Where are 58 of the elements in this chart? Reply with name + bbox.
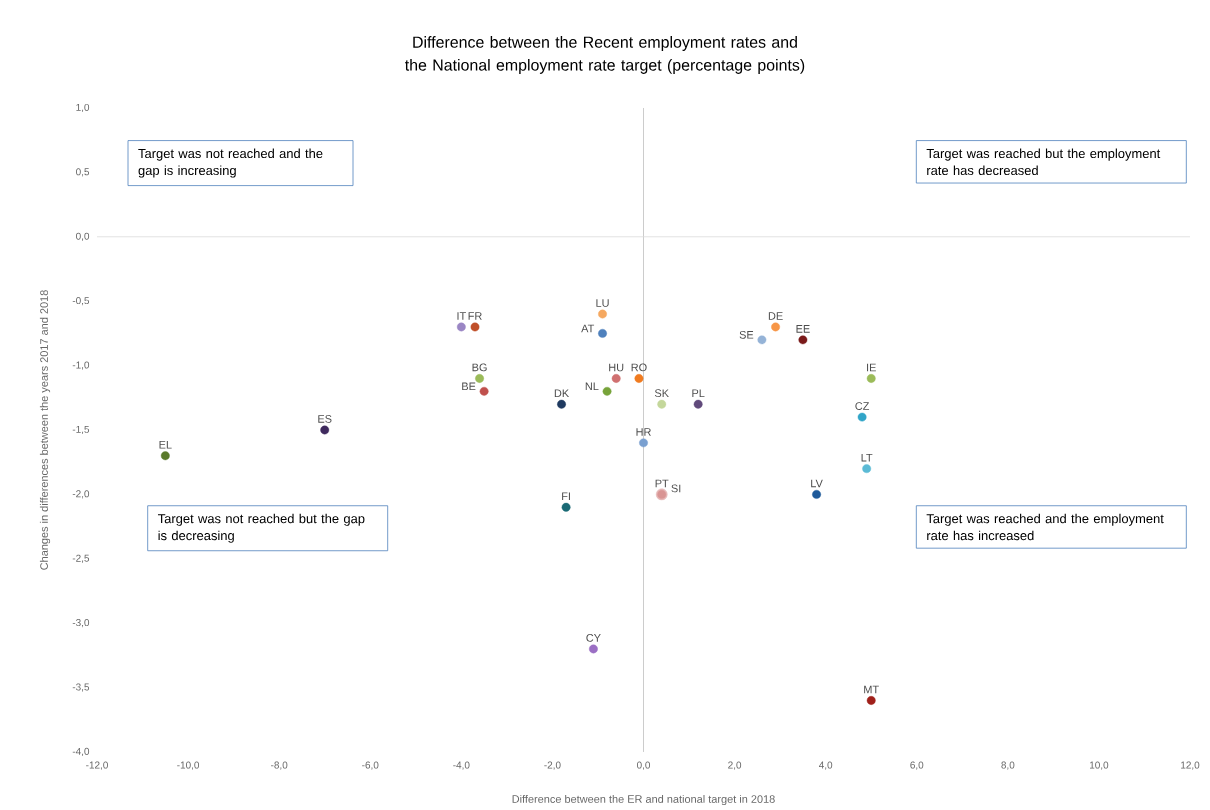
y-tick-label: -1,0 xyxy=(72,361,90,370)
series-label: CZ xyxy=(855,402,870,410)
series-label: RO xyxy=(631,363,647,372)
x-tick-label: 2,0 xyxy=(728,761,742,770)
y-tick-label: -3,0 xyxy=(72,619,90,628)
y-tick-label: -0,5 xyxy=(72,297,90,306)
series-label: DE xyxy=(768,312,783,320)
x-tick-label: 8,0 xyxy=(1001,761,1015,770)
x-axis-title: Difference between the ER and national target in 2018 xyxy=(512,794,775,806)
annotation: Target was reached and the employment rate has increased xyxy=(926,513,1164,541)
series-label: FI xyxy=(562,492,570,501)
y-tick-label: -2,0 xyxy=(72,490,90,499)
y-tick-label: -2,5 xyxy=(72,554,90,563)
series-label: SE xyxy=(739,330,754,339)
y-tick-label: 0,5 xyxy=(76,168,90,177)
y-tick-label: 1,0 xyxy=(76,103,90,113)
y-tick-label: -3,5 xyxy=(72,683,90,692)
series-label: BE xyxy=(462,382,476,391)
series-label: PL xyxy=(692,389,705,398)
series-label: BG xyxy=(472,363,487,372)
x-tick-label: -12,0 xyxy=(86,761,108,770)
x-tick-label: 6,0 xyxy=(910,761,924,770)
y-tick-label: -4,0 xyxy=(72,747,90,757)
annotation: Target was reached but the employment rate has decreased xyxy=(926,148,1161,176)
annotation: Target was not reached and the gap is increasing xyxy=(138,148,323,178)
series-label: FR xyxy=(468,312,482,320)
chart-title: Difference between the Recent employment rates and the National employment rate target (percentage points) xyxy=(404,36,805,74)
x-tick-label: 12,0 xyxy=(1181,761,1200,770)
x-tick-label: -8,0 xyxy=(271,761,288,770)
x-tick-label: -6,0 xyxy=(362,761,379,770)
x-tick-label: -4,0 xyxy=(453,761,470,770)
series-label: EL xyxy=(159,441,172,449)
y-tick-label: -1,5 xyxy=(72,425,90,435)
series-label: CY xyxy=(586,634,601,642)
x-tick-label: 4,0 xyxy=(818,761,833,770)
series-label: NL xyxy=(585,382,599,391)
series-label: LV xyxy=(811,479,823,488)
series-label: IE xyxy=(867,363,876,372)
series-label: LU xyxy=(596,299,609,307)
series-label: EE xyxy=(796,325,810,333)
x-tick-label: 10,0 xyxy=(1090,761,1109,770)
x-tick-label: 0,0 xyxy=(636,761,651,770)
series-label: MT xyxy=(864,685,879,694)
series-label: DK xyxy=(554,389,570,398)
y-tick-label: 0,0 xyxy=(76,232,90,241)
series-label: ES xyxy=(318,415,332,423)
series-label: SK xyxy=(654,389,669,398)
x-tick-label: -10,0 xyxy=(177,761,200,770)
y-axis-title: Changes in differences between the years 2017 and 2018 xyxy=(39,290,51,570)
series-label: AT xyxy=(581,324,595,333)
x-tick-label: -2,0 xyxy=(544,761,561,770)
series-label: HU xyxy=(609,363,624,372)
series-label: SI xyxy=(671,484,681,493)
series-label: PT xyxy=(655,479,669,488)
series-label: HR xyxy=(636,428,651,436)
series-label: IT xyxy=(457,312,466,320)
series-label: LT xyxy=(861,453,873,462)
annotation: Target was not reached but the gap is decreasing xyxy=(157,513,365,543)
